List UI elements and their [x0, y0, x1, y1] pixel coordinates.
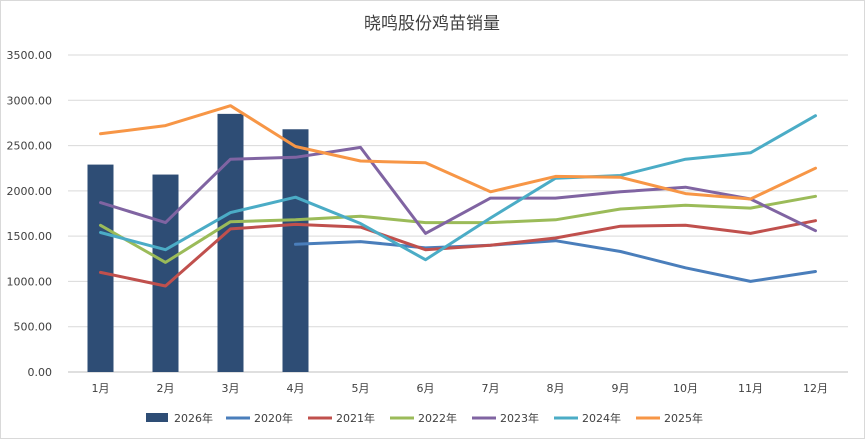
- x-tick-label: 10月: [673, 382, 698, 395]
- bar: [152, 174, 179, 372]
- y-tick-label: 2000.00: [7, 185, 53, 198]
- x-tick-label: 5月: [352, 382, 370, 395]
- legend-item: 2020年: [226, 411, 293, 425]
- legend-label: 2024年: [582, 411, 621, 425]
- legend-item: 2022年: [390, 411, 457, 425]
- legend-label: 2025年: [664, 411, 703, 425]
- series-line: [99, 104, 817, 201]
- legend-item: 2023年: [472, 411, 539, 425]
- bar-series: [87, 113, 309, 372]
- y-axis-ticks: 0.00 500.00 1000.00 1500.00 2000.00 2500.00 30…: [7, 49, 53, 379]
- series-line: [99, 194, 817, 264]
- x-tick-label: 3月: [222, 382, 240, 395]
- y-tick-label: 3500.00: [7, 49, 53, 62]
- series-line: [99, 219, 817, 288]
- legend-item: 2024年: [554, 411, 621, 425]
- legend: 2026年 2020年 2021年 2022年 2023年 2024年 2025年: [146, 411, 703, 425]
- x-tick-label: 1月: [92, 382, 110, 395]
- bar: [217, 113, 244, 372]
- y-tick-label: 3000.00: [7, 94, 53, 107]
- bar: [282, 129, 309, 372]
- x-tick-label: 4月: [287, 382, 305, 395]
- x-tick-label: 6月: [417, 382, 435, 395]
- legend-label: 2026年: [174, 411, 213, 425]
- bar: [87, 164, 114, 372]
- legend-swatch: [146, 413, 168, 422]
- legend-label: 2020年: [254, 411, 293, 425]
- x-tick-label: 8月: [547, 382, 565, 395]
- y-tick-label: 500.00: [14, 321, 53, 334]
- x-tick-label: 7月: [482, 382, 500, 395]
- x-tick-label: 11月: [738, 382, 763, 395]
- legend-item: 2025年: [636, 411, 703, 425]
- series-line: [294, 239, 817, 283]
- y-tick-label: 0.00: [28, 366, 53, 379]
- y-tick-label: 2500.00: [7, 140, 53, 153]
- x-tick-label: 2月: [157, 382, 175, 395]
- line-series: [99, 104, 817, 288]
- legend-label: 2021年: [336, 411, 375, 425]
- legend-item: 2026年: [146, 411, 213, 425]
- y-tick-label: 1000.00: [7, 275, 53, 288]
- x-tick-label: 9月: [612, 382, 630, 395]
- legend-label: 2022年: [418, 411, 457, 425]
- chart-title: 晓鸣股份鸡苗销量: [364, 14, 500, 34]
- legend-item: 2021年: [308, 411, 375, 425]
- x-tick-label: 12月: [803, 382, 828, 395]
- legend-label: 2023年: [500, 411, 539, 425]
- series-line: [99, 145, 817, 235]
- x-axis-ticks: 1月 2月 3月 4月 5月 6月 7月 8月 9月 10月 11月 12月: [92, 382, 829, 395]
- y-tick-label: 1500.00: [7, 230, 53, 243]
- gridlines: [68, 54, 848, 373]
- series-line: [99, 114, 817, 262]
